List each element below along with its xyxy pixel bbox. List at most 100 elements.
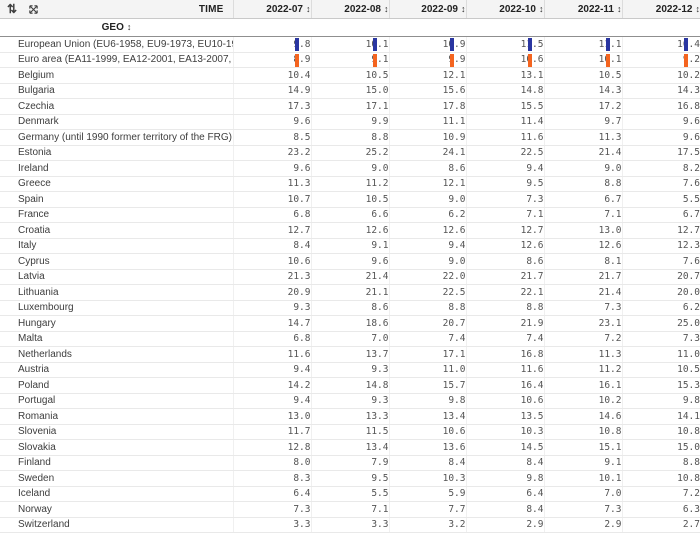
cell-value: 9.5	[371, 472, 389, 484]
geo-label: France	[18, 209, 50, 221]
sort-icon[interactable]: ↕	[695, 3, 700, 14]
cell-value: 10.6	[520, 395, 544, 407]
geo-cell: Czechia	[0, 98, 233, 115]
geo-cell: Netherlands	[0, 346, 233, 363]
cell-value: 12.6	[442, 224, 466, 236]
cell-value: 12.1	[442, 69, 466, 81]
geo-cell: Cyprus	[0, 253, 233, 270]
value-cell: 10.2	[543, 393, 622, 409]
table-row: Sweden 8.3 9.5 10.3 9.8 10.1 10.8	[0, 470, 700, 487]
value-cell: 21.4	[310, 269, 389, 285]
cell-value: 10.6	[520, 54, 544, 66]
cell-value: 7.1	[604, 209, 622, 221]
cell-value: 21.7	[598, 271, 622, 283]
value-cell: 12.6	[388, 222, 466, 239]
value-cell: 10.8	[621, 424, 700, 440]
column-header-2022-10[interactable]: 2022-10 ↕	[465, 0, 544, 19]
table-row: Cyprus 10.6 9.6 9.0 8.6 8.1 7.6	[0, 253, 700, 270]
column-header-2022-08[interactable]: 2022-08 ↕	[310, 0, 389, 19]
value-cell: 17.5	[621, 145, 700, 161]
sort-icon[interactable]: ↕	[617, 3, 622, 14]
geo-label: Portugal	[18, 395, 56, 407]
geo-label: Hungary	[18, 317, 56, 329]
cell-value: 20.7	[677, 271, 700, 283]
value-cell: 10.4	[621, 36, 700, 53]
value-cell: 11.3	[543, 346, 622, 363]
value-cell: 13.4	[388, 408, 466, 425]
value-cell: 15.3	[621, 377, 700, 394]
value-cell: 8.4	[388, 455, 466, 471]
cell-value: 11.5	[365, 426, 389, 438]
sort-icon[interactable]: ↕	[306, 3, 311, 14]
geo-cell: Lithuania	[0, 284, 233, 301]
cell-value: 15.6	[442, 85, 466, 97]
value-cell: 11.1	[388, 114, 466, 130]
value-cell: 16.1	[543, 377, 622, 394]
cell-value: 7.3	[604, 302, 622, 314]
value-cell: 9.4	[465, 160, 544, 177]
value-cell: 8.6	[465, 253, 544, 270]
cell-value: 17.5	[677, 147, 700, 159]
cell-value: 8.4	[293, 240, 311, 252]
column-header-2022-12[interactable]: 2022-12 ↕	[621, 0, 700, 19]
value-cell: 8.8	[388, 300, 466, 316]
sort-icon[interactable]: ↕	[126, 22, 132, 32]
column-header-2022-11[interactable]: 2022-11 ↕	[543, 0, 622, 19]
value-cell: 9.4	[388, 238, 466, 254]
time-header-row: ⇅ TIME 2022-07 ↕ 2022-08 ↕ 2022-09 ↕ 2022-1…	[0, 0, 700, 19]
expand-icon[interactable]	[28, 4, 39, 15]
value-cell: 14.3	[621, 83, 700, 99]
value-cell: 21.3	[232, 269, 311, 285]
value-cell: 7.6	[621, 253, 700, 270]
cell-value: 9.6	[682, 131, 700, 143]
value-cell: 21.7	[465, 269, 544, 285]
flag-marker	[527, 53, 532, 67]
cell-value: 9.0	[604, 162, 622, 174]
value-cell: 25.0	[621, 315, 700, 332]
value-cell: 22.5	[465, 145, 544, 161]
value-cell: 6.4	[465, 486, 544, 502]
value-cell: 9.8	[232, 36, 311, 53]
column-header-2022-09[interactable]: 2022-09 ↕	[388, 0, 466, 19]
geo-label: Germany (until 1990 former territory of …	[18, 131, 232, 143]
geo-cell: Ireland	[0, 160, 233, 177]
cell-value: 8.8	[604, 178, 622, 190]
sort-icon[interactable]: ↕	[539, 3, 544, 14]
value-cell: 11.2	[310, 176, 389, 192]
value-cell: 12.6	[310, 222, 389, 239]
table-row: Latvia 21.3 21.4 22.0 21.7 21.7 20.7	[0, 269, 700, 285]
sort-icon[interactable]: ↕	[384, 3, 389, 14]
geo-header-label: GEO	[101, 22, 124, 33]
value-cell: 9.9	[310, 114, 389, 130]
table-row: Bulgaria 14.9 15.0 15.6 14.8 14.3 14.3	[0, 83, 700, 99]
cell-value: 8.4	[526, 503, 544, 515]
value-cell: 7.1	[543, 207, 622, 223]
table-row: Germany (until 1990 former territory of …	[0, 129, 700, 146]
cell-value: 7.4	[526, 333, 544, 345]
column-header-2022-07[interactable]: 2022-07 ↕	[232, 0, 311, 19]
cell-value: 14.6	[598, 410, 622, 422]
cell-value: 11.0	[442, 364, 466, 376]
cell-value: 6.8	[293, 333, 311, 345]
cell-value: 15.3	[677, 379, 700, 391]
cell-value: 17.2	[598, 100, 622, 112]
cell-value: 9.8	[448, 395, 466, 407]
value-cell: 8.8	[543, 176, 622, 192]
cell-value: 11.4	[520, 116, 544, 128]
cell-value: 7.9	[371, 457, 389, 469]
cell-value: 21.4	[598, 286, 622, 298]
cell-value: 10.5	[365, 69, 389, 81]
cell-value: 9.6	[293, 116, 311, 128]
geo-cell: Spain	[0, 191, 233, 208]
swap-vert-icon[interactable]: ⇅	[7, 2, 18, 16]
cell-value: 6.4	[526, 488, 544, 500]
value-cell: 18.6	[310, 315, 389, 332]
value-cell: 12.6	[543, 238, 622, 254]
value-cell: 14.1	[621, 408, 700, 425]
value-cell: 10.6	[465, 52, 544, 68]
table-row: Greece 11.3 11.2 12.1 9.5 8.8 7.6	[0, 176, 700, 192]
column-label: 2022-07	[266, 3, 303, 15]
flag-marker	[449, 38, 454, 51]
geo-dimension-header[interactable]: GEO ↕	[0, 18, 233, 37]
sort-icon[interactable]: ↕	[461, 3, 466, 14]
